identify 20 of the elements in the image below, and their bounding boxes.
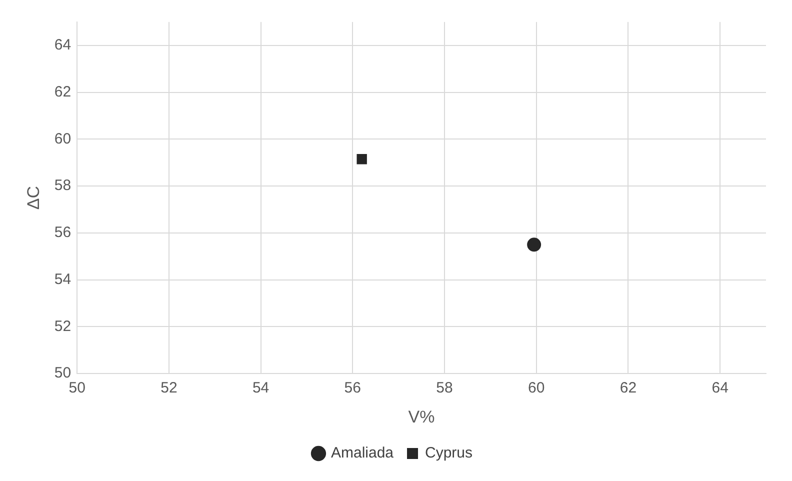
x-tick-label: 50 [68,380,86,397]
x-tick-label: 52 [160,380,178,397]
legend-label: Amaliada [330,444,394,462]
x-axis-title: V% [408,407,435,426]
legend-label: Cyprus [425,444,473,462]
y-axis-title: ΔC [24,186,43,210]
y-tick-label: 56 [54,224,72,242]
x-tick-label: 62 [620,380,637,397]
x-tick-label: 54 [252,380,270,397]
y-tick-label: 58 [54,177,72,194]
y-tick-label: 62 [54,83,72,100]
y-tick-label: 52 [54,318,72,335]
x-tick-label: 56 [344,380,361,397]
x-tick-label: 60 [528,380,545,397]
x-tick-label: 64 [712,380,728,397]
x-tick-label: 58 [436,380,453,397]
y-tick-label: 54 [54,270,72,288]
y-tick-label: 64 [54,36,72,54]
y-tick-label: 60 [54,130,72,148]
y-tick-label: 50 [54,364,72,382]
